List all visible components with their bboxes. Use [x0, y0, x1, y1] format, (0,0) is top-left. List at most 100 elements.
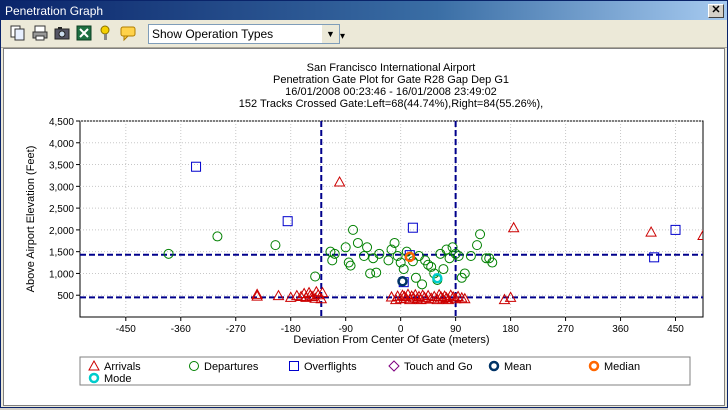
chart-title-line: 16/01/2008 00:23:46 - 16/01/2008 23:49:0…	[285, 86, 497, 98]
x-tick-label: 360	[612, 324, 629, 335]
arrivals-point	[425, 292, 438, 303]
arrivals-point	[438, 290, 451, 301]
x-tick-label: 90	[450, 324, 462, 335]
departures-point	[389, 237, 400, 248]
y-tick-label: 500	[57, 291, 74, 302]
chart-title-line: 152 Tracks Crossed Gate:Left=68(44.74%),…	[239, 98, 544, 110]
legend-label: Median	[604, 361, 640, 373]
legend-label: Arrivals	[104, 361, 141, 373]
legend-label: Overflights	[304, 361, 357, 373]
departures-point	[423, 259, 434, 270]
overflights-point	[191, 161, 202, 172]
chart-title-line: Penetration Gate Plot for Gate R28 Gap D…	[273, 74, 509, 86]
arrivals-point	[645, 226, 657, 237]
arrivals-point	[444, 289, 457, 300]
x-tick-label: -360	[171, 324, 191, 335]
arrivals-point	[398, 290, 411, 302]
arrivals-point	[309, 292, 322, 303]
departures-point	[343, 257, 354, 268]
window-titlebar[interactable]: Penetration Graph ✕	[1, 1, 727, 20]
y-axis-ticks: 500 1,000 1,500 2,000 2,500 3,000 3,500 4,000 4,…	[49, 117, 80, 302]
arrivals-point	[316, 286, 329, 298]
operation-type-value: Show Operation Types	[152, 27, 274, 41]
departures-point	[310, 271, 321, 282]
comment-icon[interactable]	[119, 24, 137, 42]
arrivals-point	[458, 292, 471, 304]
legend-label: Touch and Go	[404, 361, 473, 373]
departures-point	[410, 272, 421, 283]
close-button[interactable]: ✕	[708, 4, 724, 18]
departures-point	[475, 229, 486, 240]
x-axis-ticks: -450 -360 -270 -180 -90 0 90 180 270 360 450	[116, 317, 684, 335]
x-axis-label: Deviation From Center Of Gate (meters)	[293, 334, 489, 346]
chart-legend: Arrivals Departures Overflights Touch and G…	[79, 356, 691, 386]
legend-label: Departures	[204, 361, 259, 373]
y-tick-label: 4,000	[49, 139, 74, 150]
toolbar-overflow-icon[interactable]: ▾	[340, 31, 346, 42]
legend-marker	[88, 359, 100, 371]
y-tick-label: 1,000	[49, 269, 74, 280]
print-icon[interactable]	[31, 24, 49, 42]
departures-point	[362, 242, 373, 253]
legend-marker	[488, 360, 500, 372]
arrivals-point	[418, 291, 431, 302]
departures-point	[426, 261, 437, 272]
arrivals-point	[315, 292, 328, 304]
departures-point	[447, 242, 458, 253]
y-axis-label: Above Airport Elevation (Feet)	[25, 146, 37, 293]
arrivals-point	[449, 292, 462, 304]
arrivals-point	[416, 289, 429, 300]
y-tick-label: 1,500	[49, 248, 74, 259]
departures-point	[395, 257, 406, 268]
departures-point	[270, 240, 281, 251]
departures-point	[450, 248, 461, 259]
departures-point	[392, 251, 403, 262]
legend-marker	[88, 372, 100, 384]
legend-marker	[289, 361, 299, 371]
x-tick-label: -450	[116, 324, 136, 335]
departures-point	[340, 242, 351, 253]
chart-title-line: San Francisco International Airport	[307, 62, 476, 74]
arrivals-point	[697, 229, 703, 241]
y-tick-label: 3,500	[49, 161, 74, 172]
arrivals-point	[411, 292, 424, 304]
overflights-point	[407, 222, 418, 233]
camera-icon[interactable]	[53, 24, 71, 42]
window-title: Penetration Graph	[5, 4, 104, 18]
operation-type-select[interactable]: Show Operation Types ▼	[148, 24, 340, 44]
arrivals-point	[251, 288, 263, 299]
grid-lines	[80, 120, 703, 317]
departures-point	[438, 264, 449, 275]
excel-icon[interactable]	[75, 24, 93, 42]
arrivals-point	[504, 291, 517, 302]
x-tick-label: 270	[557, 324, 574, 335]
chevron-down-icon[interactable]: ▼	[322, 25, 339, 43]
gate-lines	[80, 121, 703, 317]
arrivals-point	[333, 175, 346, 187]
arrivals-point	[435, 290, 447, 302]
mean-point	[397, 276, 408, 287]
arrivals-point	[405, 290, 418, 301]
departures-point	[383, 255, 394, 266]
arrivals-point	[385, 290, 398, 302]
penetration-chart: San Francisco International AirportPenet…	[25, 62, 704, 386]
legend-marker	[388, 360, 400, 372]
copy-icon[interactable]	[9, 24, 27, 42]
x-tick-label: -90	[338, 324, 353, 335]
chart-canvas: San Francisco International Airport Penet…	[3, 48, 725, 406]
arrivals-point	[440, 291, 453, 303]
x-tick-label: -180	[281, 324, 301, 335]
departures-point	[441, 244, 452, 255]
y-tick-label: 2,000	[49, 226, 74, 237]
arrivals-point	[304, 289, 317, 300]
departures-point	[386, 244, 397, 255]
departures-point	[329, 248, 340, 259]
options-icon[interactable]	[97, 24, 115, 42]
departures-point	[459, 268, 470, 279]
y-tick-label: 4,500	[49, 117, 74, 128]
departures-point	[417, 279, 428, 290]
legend-box	[79, 356, 691, 386]
departures-point	[348, 224, 359, 235]
arrivals-point	[433, 288, 445, 300]
